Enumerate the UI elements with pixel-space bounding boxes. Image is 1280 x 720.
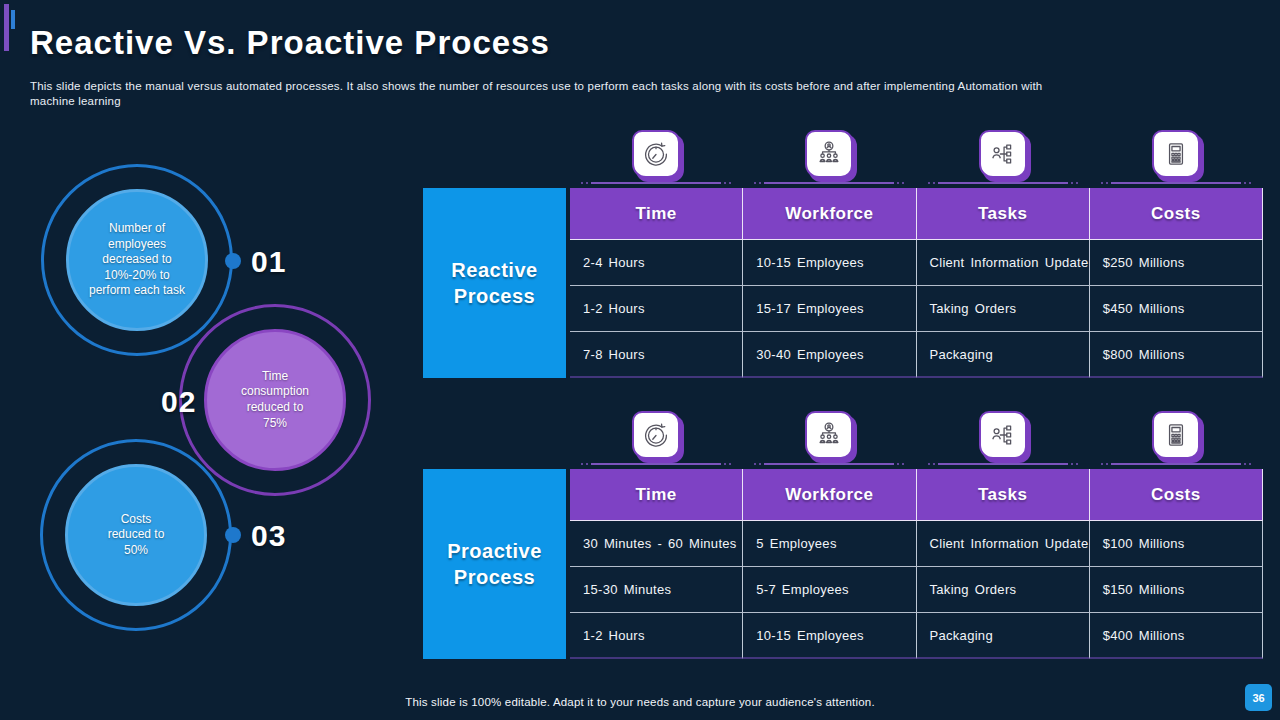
- time-icon-column: [569, 409, 743, 469]
- column-header: Workforce: [743, 469, 916, 521]
- time-icon-tile: [632, 130, 680, 178]
- footer-note: This slide is 100% editable. Adapt it to…: [0, 696, 1280, 708]
- accent-bar-blue: [11, 10, 15, 29]
- tasks-icon: [979, 411, 1027, 459]
- column-header: Workforce: [743, 188, 916, 240]
- table-cell: 30 Minutes - 60 Minutes: [570, 521, 743, 567]
- table-cell: 15-30 Minutes: [570, 567, 743, 613]
- time-icon-tile: [632, 411, 680, 459]
- workforce-icon-tile: [805, 411, 853, 459]
- connector-line: [581, 463, 731, 465]
- table-cell: 15-17 Employees: [743, 286, 916, 332]
- bullet-1-dot: [225, 253, 241, 269]
- table-cell: 2-4 Hours: [570, 240, 743, 286]
- table-cell: 30-40 Employees: [743, 332, 916, 378]
- costs-icon: [1152, 130, 1200, 178]
- table-cell: $250 Millions: [1090, 240, 1263, 286]
- reactive-process-grid: TimeWorkforceTasksCosts 2-4 Hours10-15 Em…: [570, 188, 1263, 378]
- column-header: Costs: [1090, 469, 1263, 521]
- bullet-2-number: 02: [161, 385, 196, 419]
- column-header: Costs: [1090, 188, 1263, 240]
- table-cell: 1-2 Hours: [570, 286, 743, 332]
- costs-icon-tile: [1152, 130, 1200, 178]
- workforce-icon-column: [743, 409, 917, 469]
- reactive-process-label: Reactive Process: [423, 188, 566, 378]
- connector-line: [754, 182, 904, 184]
- tasks-icon-column: [916, 409, 1090, 469]
- bullet-2-circle: Time consumption reduced to 75%: [204, 329, 346, 471]
- connector-line: [928, 463, 1078, 465]
- table-cell: Client Information Update: [917, 240, 1090, 286]
- time-icon: [632, 411, 680, 459]
- table-cell: Packaging: [917, 332, 1090, 378]
- column-header: Time: [570, 469, 743, 521]
- workforce-icon-column: [743, 128, 917, 188]
- table-cell: 5 Employees: [743, 521, 916, 567]
- connector-line: [1101, 463, 1251, 465]
- column-header: Tasks: [917, 188, 1090, 240]
- proactive-process-label: Proactive Process: [423, 469, 566, 659]
- workforce-icon: [805, 411, 853, 459]
- proactive-process-table: Proactive Process TimeWorkforceTasksCost…: [423, 469, 1263, 659]
- bullet-1-circle: Number of employees decreased to 10%-20%…: [66, 189, 208, 331]
- bullet-3-circle: Costs reduced to 50%: [65, 464, 207, 606]
- table-cell: 10-15 Employees: [743, 240, 916, 286]
- proactive-process-grid: TimeWorkforceTasksCosts 30 Minutes - 60 M…: [570, 469, 1263, 659]
- bullet-3-dot: [225, 527, 241, 543]
- workforce-icon: [805, 130, 853, 178]
- costs-icon-column: [1090, 409, 1264, 469]
- table-cell: $100 Millions: [1090, 521, 1263, 567]
- table-cell: 5-7 Employees: [743, 567, 916, 613]
- bullet-3-number: 03: [251, 519, 286, 553]
- bullet-3-text: Costs reduced to 50%: [100, 512, 172, 559]
- table-cell: $450 Millions: [1090, 286, 1263, 332]
- accent-bar-purple: [4, 4, 9, 51]
- connector-line: [581, 182, 731, 184]
- table-cell: $800 Millions: [1090, 332, 1263, 378]
- page-number-badge: 36: [1245, 684, 1272, 711]
- reactive-process-table: Reactive Process TimeWorkforceTasksCosts…: [423, 188, 1263, 378]
- tasks-icon-tile: [979, 411, 1027, 459]
- table-cell: Client Information Update: [917, 521, 1090, 567]
- costs-icon: [1152, 411, 1200, 459]
- workforce-icon-tile: [805, 130, 853, 178]
- table-cell: Taking Orders: [917, 286, 1090, 332]
- slide: Reactive Vs. Proactive Process This slid…: [0, 0, 1280, 720]
- table-cell: $400 Millions: [1090, 613, 1263, 659]
- tasks-icon-tile: [979, 130, 1027, 178]
- column-header: Time: [570, 188, 743, 240]
- costs-icon-tile: [1152, 411, 1200, 459]
- table-cell: 10-15 Employees: [743, 613, 916, 659]
- tasks-icon: [979, 130, 1027, 178]
- page-subtitle: This slide depicts the manual versus aut…: [30, 79, 1060, 109]
- tasks-icon-column: [916, 128, 1090, 188]
- icon-row-reactive: [569, 128, 1263, 188]
- connector-line: [928, 182, 1078, 184]
- table-cell: Packaging: [917, 613, 1090, 659]
- time-icon-column: [569, 128, 743, 188]
- bullet-1-text: Number of employees decreased to 10%-20%…: [85, 221, 189, 299]
- table-cell: Taking Orders: [917, 567, 1090, 613]
- connector-line: [1101, 182, 1251, 184]
- icon-row-proactive: [569, 409, 1263, 469]
- table-cell: 7-8 Hours: [570, 332, 743, 378]
- table-cell: $150 Millions: [1090, 567, 1263, 613]
- column-header: Tasks: [917, 469, 1090, 521]
- table-cell: 1-2 Hours: [570, 613, 743, 659]
- page-title: Reactive Vs. Proactive Process: [30, 24, 550, 62]
- time-icon: [632, 130, 680, 178]
- costs-icon-column: [1090, 128, 1264, 188]
- connector-line: [754, 463, 904, 465]
- bullet-1-number: 01: [251, 245, 286, 279]
- bullet-2-text: Time consumption reduced to 75%: [234, 369, 316, 431]
